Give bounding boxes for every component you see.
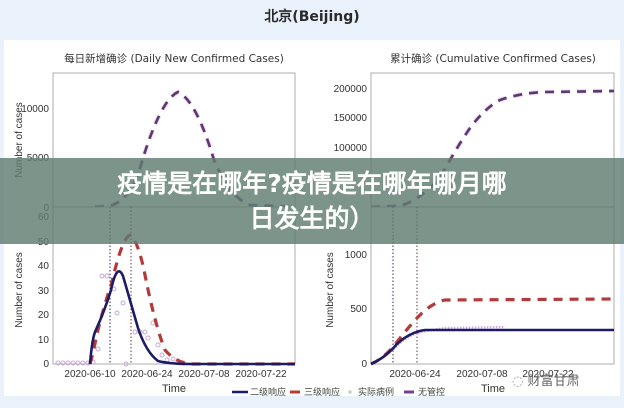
svg-text:2020-07-08: 2020-07-08 (456, 369, 508, 380)
svg-text:20: 20 (38, 310, 50, 321)
headline-overlay (0, 158, 624, 244)
svg-text:0: 0 (361, 359, 367, 370)
chart-title-daily: 每日新增确诊 (Daily New Confirmed Cases) (64, 52, 284, 65)
series-level2-daily (88, 270, 295, 366)
legend-item-no-control: 无管控 (418, 386, 445, 398)
svg-text:2020-07-08: 2020-07-08 (178, 369, 230, 380)
svg-text:1000: 1000 (345, 250, 368, 261)
legend-item-actual: 实际病例 (358, 386, 394, 398)
legend-item-level3: 三级响应 (304, 386, 340, 398)
svg-text:500: 500 (350, 304, 367, 315)
y-tick: 10000 (21, 104, 49, 115)
wechat-icon: ◌ (512, 374, 528, 389)
series-no-control-daily (94, 90, 296, 209)
svg-text:0: 0 (43, 359, 49, 370)
svg-text:Time: Time (481, 383, 505, 395)
svg-text:Number of cases: Number of cases (325, 252, 336, 328)
page-title: 北京(Beijing) (264, 9, 360, 25)
svg-text:10: 10 (38, 335, 50, 346)
headline-text: 疫情是在哪年?疫情是在哪年哪月哪 日发生的） (117, 169, 507, 233)
svg-text:2020-06-24: 2020-06-24 (121, 369, 173, 380)
svg-text:2020-07-22: 2020-07-22 (235, 369, 287, 380)
series-no-control-cumulative (370, 89, 615, 209)
legend-item-level2: 二级响应 (250, 386, 286, 398)
svg-text:2020-07-22: 2020-07-22 (522, 369, 574, 380)
chart-title-cumulative: 累计确诊 (Cumulative Confirmed Cases) (390, 52, 596, 65)
svg-text:2020-06-10: 2020-06-10 (64, 369, 116, 380)
svg-text:30: 30 (38, 286, 50, 297)
svg-text:100000: 100000 (334, 143, 368, 154)
svg-text:200000: 200000 (334, 84, 368, 95)
svg-text:Number of cases: Number of cases (14, 252, 25, 328)
svg-text:40: 40 (38, 261, 50, 272)
y-axis-label: Number of cases (14, 102, 25, 178)
legend: 二级响应 三级响应 实际病例 无管控 (232, 386, 445, 398)
svg-text:150000: 150000 (334, 113, 368, 124)
x-axis-label: Time (162, 383, 186, 395)
watermark: ◌ 财富甘肃 (512, 374, 580, 389)
series-level2-cumulative (370, 328, 614, 366)
svg-text:2020-06-24: 2020-06-24 (389, 369, 441, 380)
